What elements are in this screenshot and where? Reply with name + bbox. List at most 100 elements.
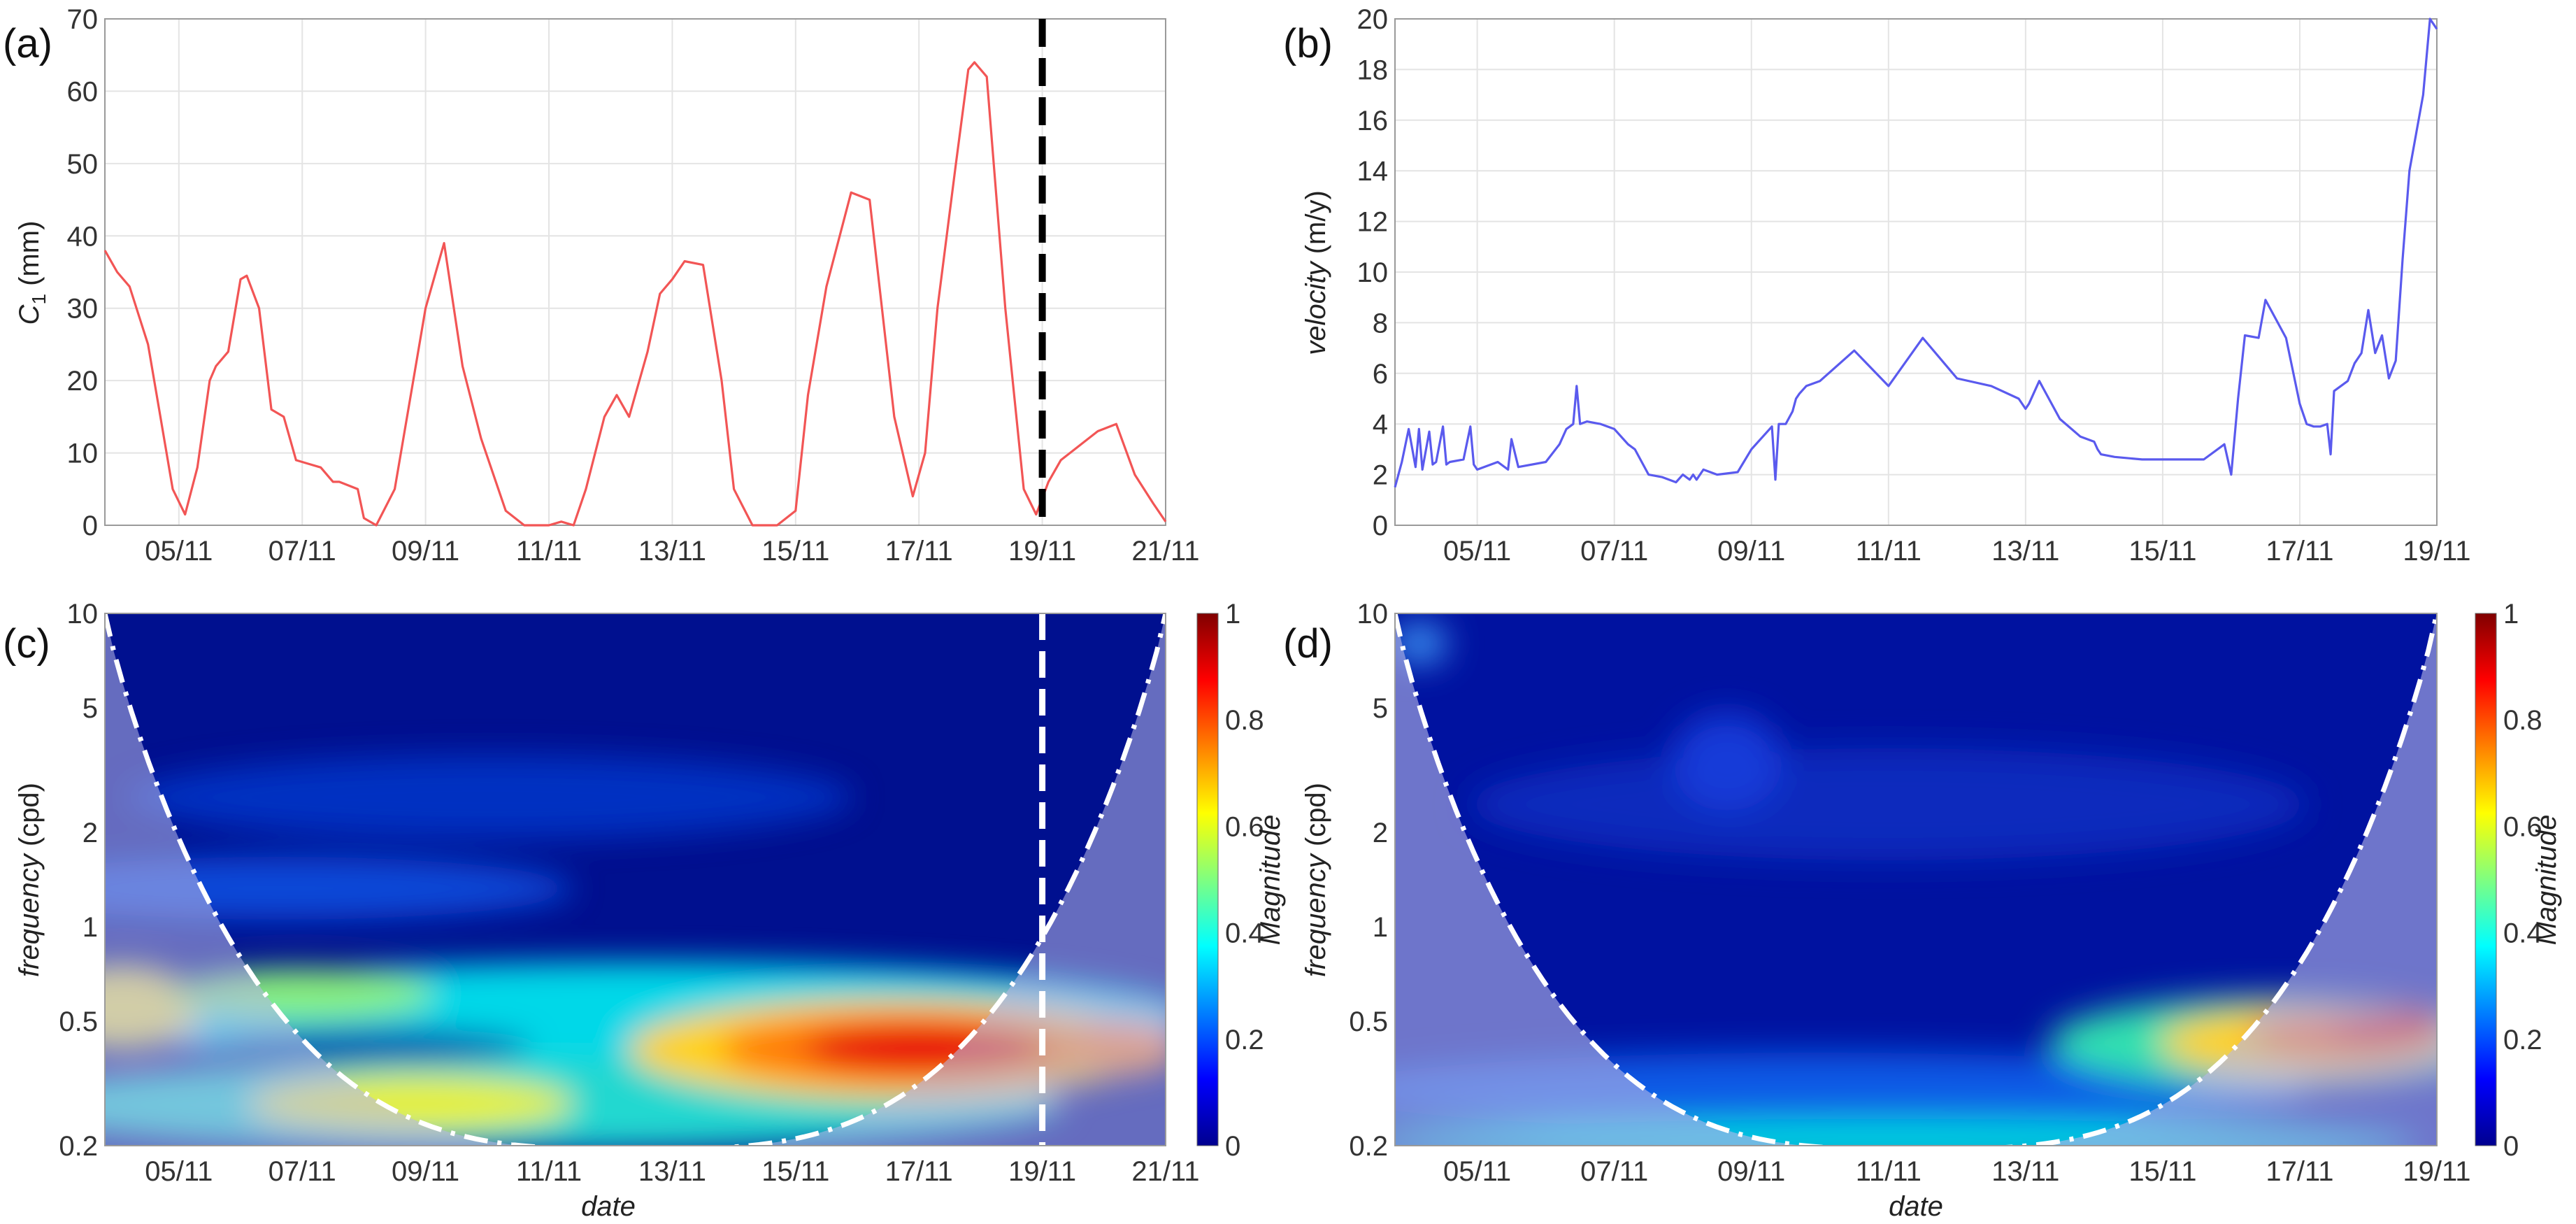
x-tick-label: 17/11 [885, 1156, 953, 1187]
panel-c-colorbar-label: Magnitude [1255, 815, 1286, 946]
x-tick-label: 11/11 [516, 536, 582, 567]
panel-c-x-axis-title: date [581, 1191, 636, 1222]
y-tick-label: 16 [1357, 106, 1389, 136]
panel-c-colorbar [1196, 613, 1219, 1146]
x-tick-label: 13/11 [638, 1156, 706, 1187]
x-tick-label: 05/11 [1443, 1156, 1511, 1187]
y-tick-label: 20 [1357, 4, 1389, 35]
colorbar-tick-label: 0 [1225, 1131, 1240, 1162]
x-tick-label: 09/11 [1717, 1156, 1785, 1187]
colorbar-tick-label: 0.8 [1225, 705, 1264, 736]
x-tick-label: 09/11 [1717, 536, 1785, 567]
x-tick-label: 05/11 [145, 1156, 213, 1187]
y-tick-label: 10 [1357, 599, 1389, 629]
colorbar-tick-label: 1 [2503, 599, 2519, 629]
x-tick-label: 19/11 [1008, 1156, 1076, 1187]
x-tick-label: 11/11 [1856, 1156, 1922, 1187]
panel-d-colorbar-label: Magnitude [2531, 815, 2562, 946]
panel-c-label: (c) [3, 621, 50, 667]
panel-b-frame [1394, 18, 2438, 526]
panel-d-colorbar-ticks: 1 0.8 0.6 0.4 0.2 0 [2503, 599, 2542, 1162]
y-tick-label: 0.5 [1349, 1006, 1388, 1037]
panel-a-label: (a) [3, 21, 52, 66]
colorbar-tick-label: 0.4 [1225, 918, 1264, 949]
panel-c-frame [104, 613, 1166, 1146]
panel-d-magnitude-field [1395, 613, 2437, 1146]
x-tick-label: 19/11 [2403, 536, 2470, 567]
panel-d-y-axis-title: frequency (cpd) [1301, 783, 1331, 977]
y-tick-label: 1 [1373, 912, 1388, 943]
y-tick-label: 10 [67, 599, 99, 629]
y-tick-label: 60 [67, 76, 99, 107]
panel-a-x-ticks: 05/11 07/11 09/11 11/11 13/11 15/11 17/11 19/11… [145, 536, 1199, 567]
d-band-upper [1468, 748, 2307, 860]
x-tick-label: 17/11 [2266, 536, 2333, 567]
x-tick-label: 13/11 [638, 536, 706, 567]
x-tick-label: 17/11 [885, 536, 953, 567]
x-tick-label: 15/11 [761, 1156, 829, 1187]
panel-c-y-axis-title: frequency (cpd) [14, 783, 45, 977]
x-tick-label: 09/11 [392, 1156, 459, 1187]
x-tick-label: 07/11 [269, 1156, 336, 1187]
panel-d-y-ticks: 10 5 2 1 0.5 0.2 [1349, 599, 1388, 1162]
x-tick-label: 07/11 [1580, 1156, 1648, 1187]
x-tick-label: 07/11 [269, 536, 336, 567]
y-tick-label: 12 [1357, 207, 1389, 238]
y-tick-label: 0.5 [59, 1006, 98, 1037]
x-tick-label: 05/11 [145, 536, 213, 567]
x-tick-label: 05/11 [1443, 536, 1511, 567]
series-line [1394, 17, 2438, 488]
panel-b-grid [1395, 18, 2438, 526]
colorbar-tick-label: 0.6 [1225, 811, 1264, 842]
y-tick-label: 5 [83, 693, 98, 724]
panel-c-x-ticks: 05/11 07/11 09/11 11/11 13/11 15/11 17/11 19/11… [145, 1156, 1199, 1187]
y-tick-label: 8 [1373, 308, 1388, 339]
panel-a-y-ticks: 0 10 20 30 40 50 60 70 [67, 4, 99, 541]
panel-b-line-chart: (b) 0 2 4 6 8 10 12 14 16 18 20 05/11 07/11 09/11 11/… [1283, 4, 2471, 567]
x-tick-label: 09/11 [392, 536, 459, 567]
panel-c-cone-of-influence-line [105, 613, 1166, 1146]
colorbar-tick-label: 0.2 [2503, 1025, 2542, 1055]
c-band-1cpd [105, 857, 573, 920]
y-tick-label: 70 [67, 4, 99, 35]
y-tick-label: 18 [1357, 55, 1389, 85]
panel-d-cone-of-influence-line [1395, 613, 2437, 1146]
y-tick-label: 2 [1373, 460, 1388, 491]
x-tick-label: 11/11 [516, 1156, 582, 1187]
x-tick-label: 21/11 [1131, 1156, 1199, 1187]
x-tick-label: 07/11 [1580, 536, 1648, 567]
panel-a-grid [105, 18, 1166, 526]
colorbar-tick-label: 1 [1225, 599, 1240, 629]
y-tick-label: 0 [83, 511, 98, 541]
y-tick-label: 2 [83, 818, 98, 848]
panel-c-y-ticks: 10 5 2 1 0.5 0.2 [59, 599, 98, 1162]
x-tick-label: 11/11 [1856, 536, 1922, 567]
panel-b-x-ticks: 05/11 07/11 09/11 11/11 13/11 15/11 17/11 19/11 [1443, 536, 2471, 567]
colorbar-tick-label: 0.2 [1225, 1025, 1264, 1055]
d-feature-left [1395, 622, 1447, 664]
y-tick-label: 0.2 [59, 1131, 98, 1162]
y-tick-label: 4 [1373, 409, 1388, 440]
colorbar-tick-label: 0.8 [2503, 705, 2542, 736]
y-tick-label: 6 [1373, 359, 1388, 390]
panel-d-x-axis-title: date [1889, 1191, 1943, 1222]
y-tick-label: 50 [67, 149, 99, 180]
panel-c-cone-of-influence [105, 613, 1166, 1146]
colorbar-tick-label: 0 [2503, 1131, 2519, 1162]
colorbar-tick-label: 0.4 [2503, 918, 2542, 949]
panel-d-label: (d) [1283, 621, 1333, 667]
colorbar-tick-label: 0.6 [2503, 811, 2542, 842]
y-tick-label: 1 [83, 912, 98, 943]
panel-a-line-chart: (a) 0 10 20 30 40 50 60 70 05/11 07/11 09/11 11/11… [3, 4, 1200, 567]
y-tick-label: 20 [67, 366, 99, 397]
panel-c-colorbar-ticks: 1 0.8 0.6 0.4 0.2 0 [1225, 599, 1264, 1162]
y-tick-label: 0 [1373, 511, 1388, 541]
panel-b-plot-area [1394, 17, 2438, 488]
y-tick-label: 14 [1357, 156, 1389, 187]
y-tick-label: 10 [67, 439, 99, 469]
y-tick-label: 5 [1373, 693, 1388, 724]
x-tick-label: 19/11 [2403, 1156, 2470, 1187]
